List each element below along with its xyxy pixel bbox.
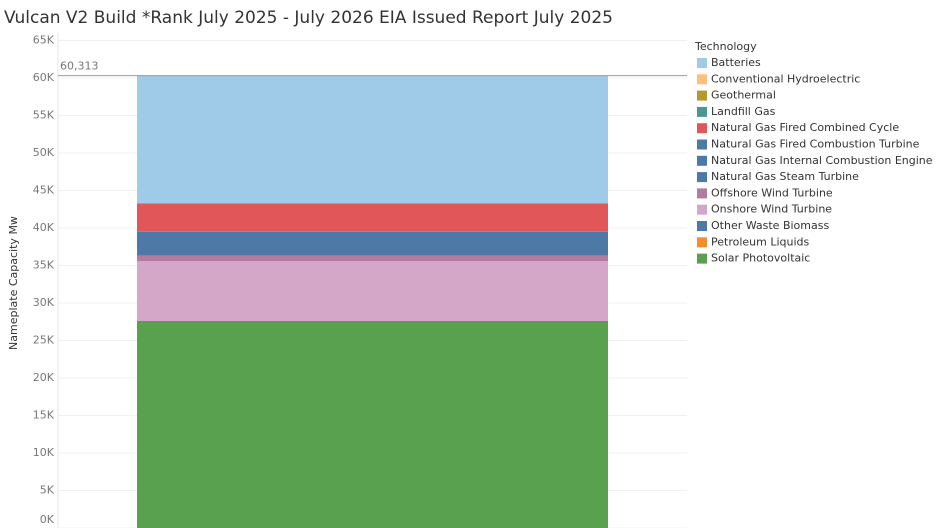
bar-segment: [137, 261, 608, 321]
legend-label: Natural Gas Fired Combined Cycle: [711, 121, 899, 134]
y-tick-label: 35K: [33, 259, 55, 272]
chart-title: Vulcan V2 Build *Rank July 2025 - July 2…: [4, 8, 613, 28]
y-tick-label: 15K: [33, 409, 55, 422]
legend-swatch: [697, 188, 707, 199]
legend-swatch: [697, 90, 707, 101]
y-tick-label: 65K: [33, 34, 55, 47]
y-tick-label: 20K: [33, 371, 55, 384]
y-tick-label: 0K: [40, 513, 55, 526]
legend-swatch: [697, 155, 707, 166]
legend-label: Offshore Wind Turbine: [711, 186, 833, 199]
y-tick-label: 50K: [33, 146, 55, 159]
legend-swatch: [697, 123, 707, 134]
legend-swatch: [697, 204, 707, 215]
legend-label: Conventional Hydroelectric: [711, 72, 860, 85]
bar-segment: [137, 255, 608, 261]
bar-segment: [137, 75, 608, 204]
y-tick-label: 5K: [40, 484, 55, 497]
legend-swatch: [697, 172, 707, 183]
y-axis-label: Nameplate Capacity Mw: [7, 216, 20, 350]
legend-swatch: [697, 221, 707, 231]
legend-swatch: [697, 74, 707, 85]
legend-label: Petroleum Liquids: [711, 235, 810, 248]
legend-label: Batteries: [711, 56, 761, 69]
legend-label: Onshore Wind Turbine: [711, 203, 832, 216]
legend-swatch: [697, 58, 707, 68]
legend-label: Geothermal: [711, 89, 776, 102]
legend-swatch: [697, 106, 707, 117]
legend-label: Natural Gas Internal Combustion Engine: [711, 154, 933, 167]
bar-segment: [137, 231, 608, 256]
y-tick-label: 40K: [33, 221, 55, 234]
legend-label: Other Waste Biomass: [711, 219, 829, 232]
reference-label: 60,313: [60, 60, 99, 73]
y-tick-label: 55K: [33, 109, 55, 122]
legend-swatch: [697, 237, 707, 248]
y-tick-label: 30K: [33, 296, 55, 309]
legend-label: Landfill Gas: [711, 105, 776, 118]
y-tick-label: 10K: [33, 446, 55, 459]
legend-title: Technology: [694, 40, 757, 53]
legend-label: Natural Gas Fired Combustion Turbine: [711, 138, 920, 151]
legend-label: Solar Photovoltaic: [711, 252, 810, 265]
y-tick-label: 25K: [33, 334, 55, 347]
y-tick-label: 60K: [33, 71, 55, 84]
bar-segment: [137, 321, 608, 528]
legend-swatch: [697, 253, 707, 264]
bar-segment: [137, 203, 608, 232]
legend-label: Natural Gas Steam Turbine: [711, 170, 859, 183]
legend-swatch: [697, 139, 707, 150]
y-tick-label: 45K: [33, 184, 55, 197]
